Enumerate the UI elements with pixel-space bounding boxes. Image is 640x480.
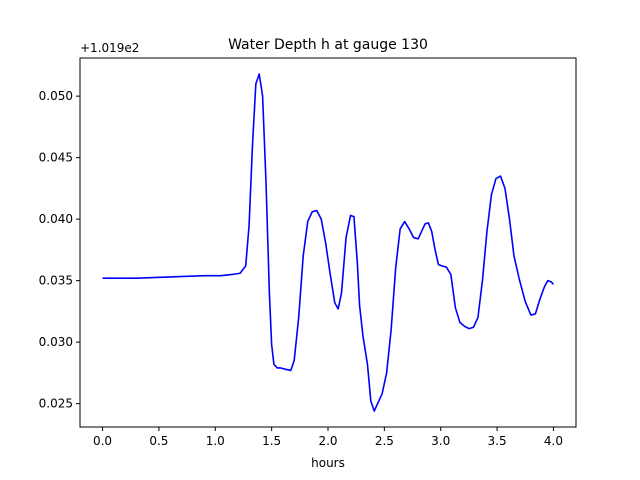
- series-line-0: [102, 73, 555, 412]
- plot-area: 0.0 0.5 1.0 1.5 2.0 2.5 3.0 3.5 4.0 0.025 0.030 0.0…: [39, 57, 577, 448]
- x-tick-label-7: 3.5: [488, 434, 507, 448]
- y-tick-label-4: 0.045: [39, 151, 73, 165]
- x-tick-label-0: 0.0: [93, 434, 112, 448]
- x-tick-label-1: 0.5: [149, 434, 168, 448]
- x-tick-label-5: 2.5: [375, 434, 394, 448]
- x-tick-label-6: 3.0: [431, 434, 450, 448]
- y-tick-label-0: 0.025: [39, 397, 73, 411]
- x-tick-label-8: 4.0: [544, 434, 563, 448]
- y-tick-label-1: 0.030: [39, 335, 73, 349]
- y-tick-label-2: 0.035: [39, 274, 73, 288]
- x-axis-label: hours: [311, 456, 345, 470]
- chart-title: Water Depth h at gauge 130: [228, 37, 428, 53]
- x-tick-label-4: 2.0: [318, 434, 337, 448]
- x-tick-label-2: 1.0: [206, 434, 225, 448]
- x-tick-label-3: 1.5: [262, 434, 281, 448]
- y-offset-label: +1.019e2: [80, 41, 139, 55]
- y-tick-label-3: 0.040: [39, 212, 73, 226]
- y-tick-label-5: 0.050: [39, 89, 73, 103]
